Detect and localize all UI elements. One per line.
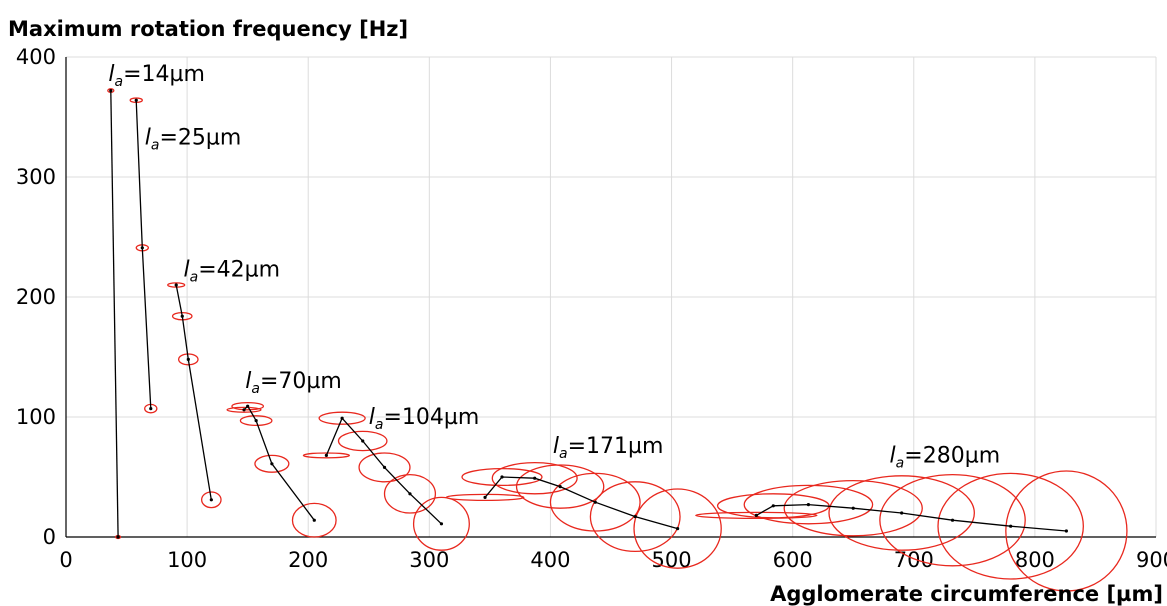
data-point <box>116 535 120 539</box>
error-ellipse <box>200 491 222 509</box>
data-point <box>254 419 258 423</box>
error-ellipse <box>491 461 578 495</box>
data-point <box>140 246 144 250</box>
x-tick-label: 300 <box>409 548 449 572</box>
axes <box>65 57 1156 538</box>
data-point <box>408 492 412 496</box>
x-tick-label: 100 <box>167 548 207 572</box>
data-point <box>149 407 153 411</box>
x-tick-label: 800 <box>1015 548 1055 572</box>
x-tick-label: 900 <box>1136 548 1167 572</box>
y-tick-label: 100 <box>16 405 56 429</box>
series-annotation: la=14µm <box>108 62 205 90</box>
data-point <box>483 495 487 499</box>
series-line <box>110 90 119 538</box>
series-line <box>755 503 1067 532</box>
error-ellipse <box>412 496 470 551</box>
data-point <box>851 506 855 510</box>
y-tick-label: 200 <box>16 285 56 309</box>
series-annotation: la=104µm <box>369 405 480 433</box>
error-ellipse <box>633 488 722 569</box>
error-ellipse <box>783 479 923 537</box>
data-point <box>1009 524 1013 528</box>
error-ellipse <box>177 353 199 366</box>
series-line <box>325 417 442 525</box>
error-ellipse <box>695 511 818 520</box>
tick-labels: 0100200300400500600700800900010020030040… <box>16 45 1167 572</box>
error-ellipse <box>358 452 411 483</box>
y-axis-label: Maximum rotation frequency [Hz] <box>8 17 408 41</box>
data-point <box>109 89 113 93</box>
series-annotations: la=14µm la=25µm la=42µm la=70µm la=104µm la=1… <box>108 62 1000 472</box>
data-point <box>361 439 365 443</box>
error-ellipse <box>828 475 975 551</box>
data-point <box>242 408 246 412</box>
data-point <box>270 462 274 466</box>
data-point <box>806 503 811 507</box>
error-ellipse <box>318 411 366 425</box>
x-axis-label: Agglomerate circumference [µm] <box>770 582 1163 606</box>
data-point <box>950 518 955 522</box>
error-ellipse <box>549 472 641 532</box>
series-annotation: la=70µm <box>245 369 342 397</box>
x-tick-label: 400 <box>530 548 570 572</box>
data-point <box>533 476 537 480</box>
error-ellipse <box>589 481 681 553</box>
data-point <box>754 513 758 518</box>
error-ellipse <box>515 464 605 509</box>
data-point <box>312 518 316 522</box>
data-points <box>109 89 1068 539</box>
error-ellipse <box>937 472 1084 580</box>
data-point <box>186 357 190 361</box>
data-point <box>771 504 775 508</box>
uncertainty-ellipses <box>107 88 1128 592</box>
data-point <box>324 453 328 457</box>
y-tick-label: 400 <box>16 45 56 69</box>
error-ellipse <box>239 415 273 427</box>
x-tick-label: 200 <box>288 548 328 572</box>
data-point <box>558 485 562 489</box>
data-point <box>593 500 597 504</box>
series-line <box>175 284 212 500</box>
x-tick-label: 0 <box>59 548 72 572</box>
error-ellipse <box>291 502 337 538</box>
error-ellipse <box>302 452 351 459</box>
data-point <box>174 283 178 287</box>
data-point <box>1064 529 1068 533</box>
data-point <box>382 465 387 469</box>
grid <box>66 56 1157 537</box>
data-point <box>439 522 444 526</box>
error-ellipse <box>383 473 437 514</box>
series-annotation: la=280µm <box>890 444 1001 472</box>
error-ellipse <box>254 454 290 473</box>
error-ellipse <box>445 493 525 502</box>
data-point <box>180 314 184 318</box>
series-annotation: la=25µm <box>145 126 242 154</box>
data-point <box>500 475 504 479</box>
series-annotation: la=171µm <box>553 434 664 462</box>
data-point <box>134 98 138 102</box>
y-tick-label: 0 <box>43 525 56 549</box>
error-ellipse <box>337 430 388 452</box>
error-ellipse <box>226 406 262 413</box>
error-ellipse <box>231 401 265 411</box>
data-point <box>900 511 904 515</box>
series-annotation: la=42µm <box>183 258 280 286</box>
error-ellipse <box>879 473 1026 567</box>
data-point <box>246 404 250 408</box>
error-ellipse <box>1005 470 1128 592</box>
data-point <box>633 515 637 519</box>
error-ellipse <box>743 484 874 525</box>
data-point <box>340 416 344 420</box>
y-tick-label: 300 <box>16 165 56 189</box>
data-point <box>209 498 213 502</box>
x-tick-label: 600 <box>773 548 813 572</box>
data-point <box>676 527 680 531</box>
